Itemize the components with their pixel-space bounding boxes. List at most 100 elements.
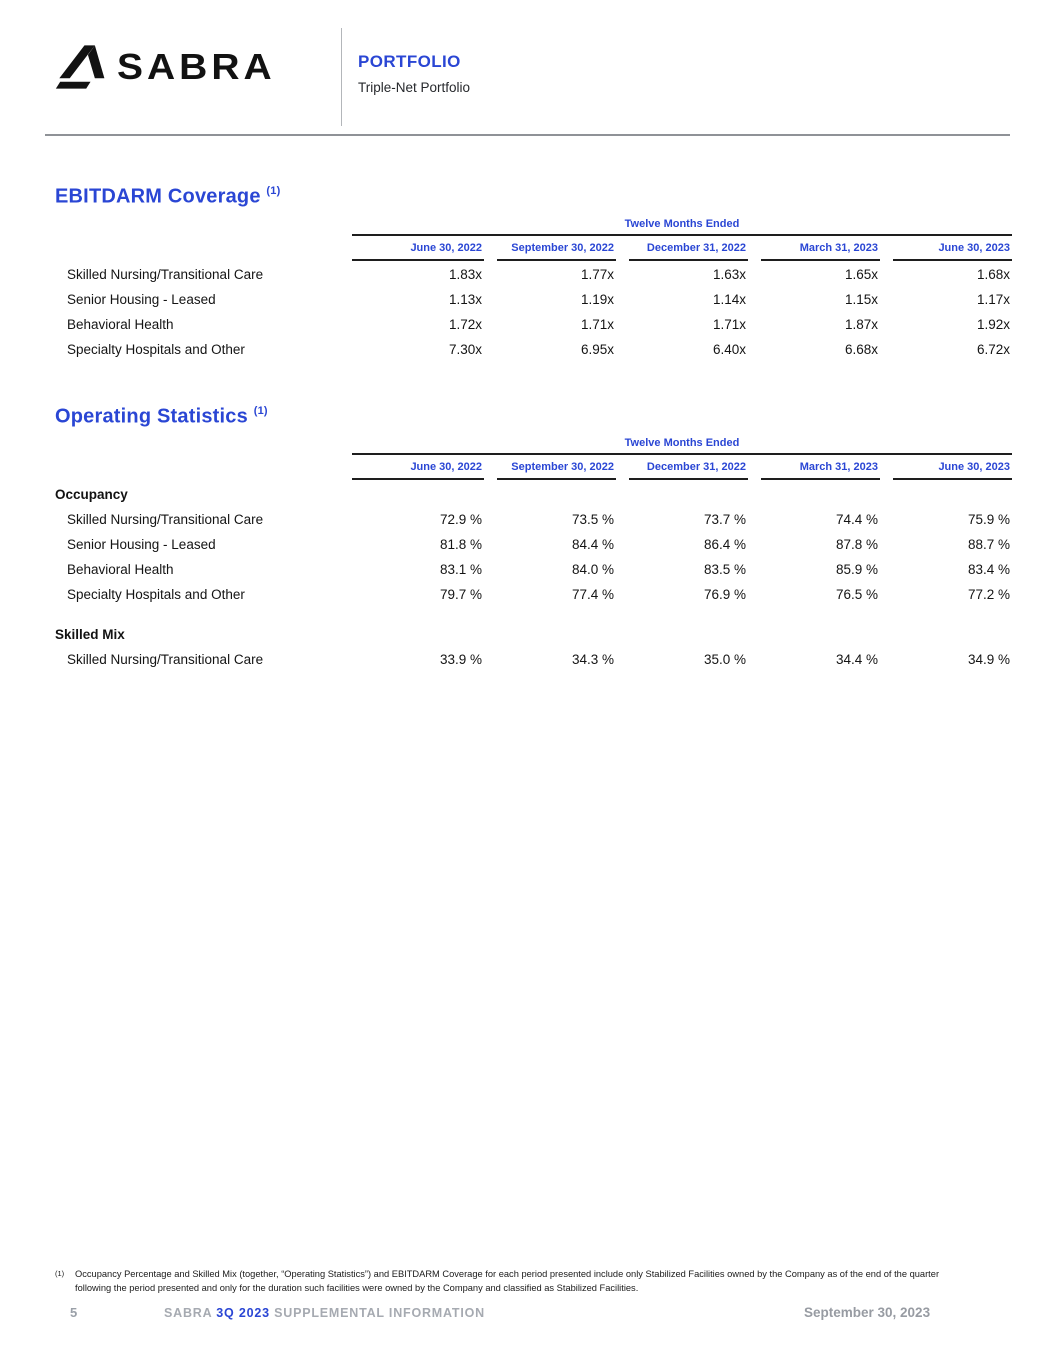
row-value: 1.87x <box>844 316 878 332</box>
row-value: 83.1 % <box>439 562 482 578</box>
row-value: 88.7 % <box>967 537 1010 553</box>
sabra-logo: SABRA <box>55 44 276 90</box>
row-label: Senior Housing - Leased <box>67 291 216 307</box>
row-value: 34.4 % <box>835 652 878 668</box>
row-value: 73.7 % <box>703 512 746 528</box>
span-header-spacer <box>55 218 352 236</box>
page-number: 5 <box>70 1305 78 1320</box>
ebitdarm-rows: Skilled Nursing/Transitional Care 1.83x 1.… <box>55 262 1013 362</box>
row-value: 6.95x <box>580 341 614 357</box>
table-row: Skilled Nursing/Transitional Care 72.9 % 7… <box>55 507 1013 532</box>
row-value: 79.7 % <box>439 587 482 603</box>
table-row: Senior Housing - Leased 81.8 % 84.4 % 86.4 … <box>55 532 1013 557</box>
row-value: 1.19x <box>580 291 614 307</box>
operating-footnote-ref: (1) <box>253 404 268 417</box>
group-label: Skilled Mix <box>55 627 125 643</box>
footer-quarter: 3Q 2023 <box>216 1306 270 1320</box>
column-header: September 30, 2022 <box>497 455 616 481</box>
row-value: 35.0 % <box>703 652 746 668</box>
column-header: June 30, 2022 <box>352 236 484 261</box>
row-value: 6.72x <box>976 341 1010 357</box>
span-header-row: Twelve Months Ended <box>55 437 1013 456</box>
column-header: December 31, 2022 <box>629 236 748 261</box>
row-value: 1.14x <box>712 291 746 307</box>
header-divider <box>341 28 342 126</box>
table-row: Specialty Hospitals and Other 79.7 % 77.4 … <box>55 582 1013 607</box>
row-label: Skilled Nursing/Transitional Care <box>67 652 264 668</box>
brand-wordmark: SABRA <box>117 47 276 87</box>
row-value: 6.40x <box>712 341 746 357</box>
row-value: 87.8 % <box>835 537 878 553</box>
row-value: 84.0 % <box>571 562 614 578</box>
column-header-spacer <box>55 455 352 480</box>
table-row: Senior Housing - Leased 1.13x 1.19x 1.14x 1.… <box>55 287 1013 312</box>
row-value: 76.5 % <box>835 587 878 603</box>
row-value: 1.68x <box>976 266 1010 282</box>
row-value: 6.68x <box>844 341 878 357</box>
twelve-months-ended-header: Twelve Months Ended <box>352 437 1012 456</box>
row-value: 34.3 % <box>571 652 614 668</box>
row-value: 74.4 % <box>835 512 878 528</box>
row-value: 1.63x <box>712 266 746 282</box>
row-value: 85.9 % <box>835 562 878 578</box>
column-headers: June 30, 2022 September 30, 2022 December … <box>55 236 1013 261</box>
row-value: 1.83x <box>448 266 482 282</box>
row-value: 73.5 % <box>571 512 614 528</box>
table-row: Specialty Hospitals and Other 7.30x 6.95x 6… <box>55 337 1013 362</box>
row-value: 84.4 % <box>571 537 614 553</box>
row-value: 33.9 % <box>439 652 482 668</box>
section-label: PORTFOLIO <box>358 52 461 71</box>
table-row: Skilled Nursing/Transitional Care 33.9 % 3… <box>55 647 1013 672</box>
row-value: 1.15x <box>844 291 878 307</box>
row-label: Specialty Hospitals and Other <box>67 341 245 357</box>
row-value: 34.9 % <box>967 652 1010 668</box>
ebitdarm-title: EBITDARM Coverage (1) <box>55 180 1013 209</box>
row-value: 7.30x <box>448 341 482 357</box>
ebitdarm-table: Twelve Months Ended June 30, 2022 Septemb… <box>55 218 1013 362</box>
column-headers: June 30, 2022 September 30, 2022 December … <box>55 455 1013 481</box>
row-value: 76.9 % <box>703 587 746 603</box>
footnote: (1) Occupancy Percentage and Skilled Mix… <box>55 1268 973 1296</box>
header-section-block: PORTFOLIO Triple-Net Portfolio <box>358 52 470 95</box>
footer-brandline: SABRA 3Q 2023 SUPPLEMENTAL INFORMATION <box>164 1306 485 1320</box>
row-label: Senior Housing - Leased <box>67 537 216 553</box>
row-value: 1.92x <box>976 316 1010 332</box>
column-header: September 30, 2022 <box>497 236 616 261</box>
sabra-logo-icon <box>55 44 107 90</box>
section-gap <box>55 362 1013 400</box>
row-value: 1.71x <box>712 316 746 332</box>
span-header-row: Twelve Months Ended <box>55 218 1013 236</box>
ebitdarm-title-text: EBITDARM Coverage <box>55 185 261 208</box>
row-value: 75.9 % <box>967 512 1010 528</box>
table-row: Skilled Nursing/Transitional Care 1.83x 1.… <box>55 262 1013 287</box>
operating-groups: Occupancy Skilled Nursing/Transitional Ca… <box>55 483 1013 672</box>
table-row: Behavioral Health 1.72x 1.71x 1.71x 1.87x 1.9… <box>55 312 1013 337</box>
row-label: Behavioral Health <box>67 316 174 332</box>
column-header: December 31, 2022 <box>629 455 748 481</box>
page-content: EBITDARM Coverage (1) Twelve Months Ende… <box>55 180 1013 672</box>
row-value: 81.8 % <box>439 537 482 553</box>
row-value: 1.77x <box>580 266 614 282</box>
twelve-months-ended-header: Twelve Months Ended <box>352 218 1012 236</box>
operating-table: Twelve Months Ended June 30, 2022 Septemb… <box>55 437 1013 672</box>
header-rule <box>45 134 1010 136</box>
row-value: 77.2 % <box>967 587 1010 603</box>
row-value: 77.4 % <box>571 587 614 603</box>
row-value: 83.5 % <box>703 562 746 578</box>
row-value: 72.9 % <box>439 512 482 528</box>
row-label: Skilled Nursing/Transitional Care <box>67 512 264 528</box>
column-header: March 31, 2023 <box>761 236 880 261</box>
column-header: June 30, 2023 <box>893 236 1012 261</box>
row-value: 83.4 % <box>967 562 1010 578</box>
row-value: 1.72x <box>448 316 482 332</box>
group-label: Occupancy <box>55 487 128 503</box>
column-header: March 31, 2023 <box>761 455 880 481</box>
operating-title-text: Operating Statistics <box>55 405 248 428</box>
table-row: Behavioral Health 83.1 % 84.0 % 83.5 % 85.9 … <box>55 557 1013 582</box>
column-header: June 30, 2022 <box>352 455 484 481</box>
footer-suffix: SUPPLEMENTAL INFORMATION <box>274 1306 485 1320</box>
ebitdarm-footnote-ref: (1) <box>266 185 281 197</box>
row-value: 1.65x <box>844 266 878 282</box>
section-sublabel: Triple-Net Portfolio <box>358 80 471 95</box>
